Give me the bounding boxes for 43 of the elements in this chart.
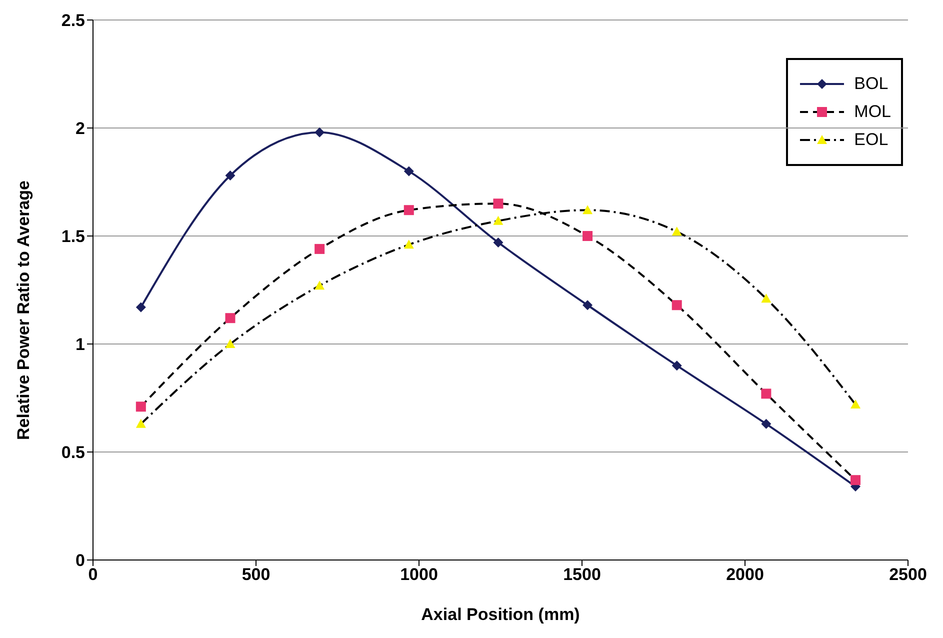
point [225, 170, 236, 181]
y-tick-label: 1.5 [61, 227, 85, 246]
legend-label: EOL [854, 130, 888, 150]
point [225, 339, 236, 348]
x-tick-label: 2000 [726, 565, 764, 584]
point [761, 418, 772, 429]
point [404, 166, 414, 176]
point [314, 280, 325, 290]
y-axis-title: Relative Power Ratio to Average [14, 180, 34, 440]
y-tick-label: 2 [76, 119, 85, 138]
point [850, 475, 861, 486]
point [672, 300, 682, 310]
y-tick-label: 1 [76, 335, 85, 354]
point [314, 127, 325, 138]
point [850, 399, 861, 408]
x-tick-label: 500 [242, 565, 270, 584]
point [225, 313, 236, 324]
point [136, 302, 146, 312]
x-axis-title: Axial Position (mm) [421, 605, 580, 624]
point [672, 360, 682, 371]
y-tick-label: 0.5 [61, 443, 85, 462]
x-tick-label: 0 [88, 565, 98, 584]
point [672, 226, 682, 236]
point [493, 216, 504, 225]
point [314, 244, 325, 254]
point [582, 300, 593, 310]
point [761, 388, 772, 399]
point [136, 418, 146, 428]
y-tick-label: 0 [76, 551, 85, 570]
legend-label: BOL [854, 74, 888, 94]
point [493, 237, 504, 248]
point [404, 240, 414, 249]
x-tick-label: 2500 [889, 565, 927, 584]
x-tick-label: 1000 [400, 565, 438, 584]
legend-label: MOL [854, 102, 891, 122]
point [761, 294, 772, 303]
point [582, 231, 593, 241]
point [136, 402, 146, 412]
point [582, 205, 593, 214]
y-tick-label: 2.5 [61, 11, 85, 30]
point [404, 205, 414, 216]
point [493, 198, 504, 209]
x-tick-label: 1500 [563, 565, 601, 584]
